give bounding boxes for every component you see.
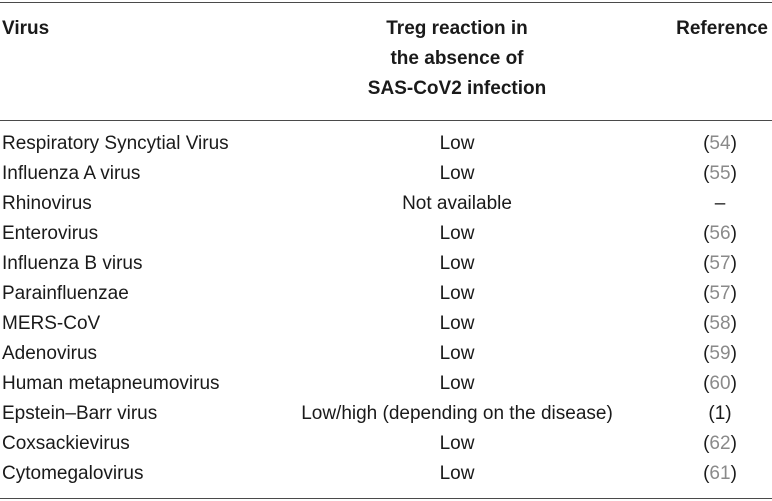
header-reference: Reference (676, 18, 768, 39)
table-row: MERS-CoV Low (58) (0, 309, 772, 339)
cell-reference: (62) (690, 429, 750, 459)
cell-virus: Epstein–Barr virus (2, 403, 158, 424)
table-row: Influenza B virus Low (57) (0, 249, 772, 279)
table-row: Influenza A virus Low (55) (0, 159, 772, 189)
ref-close: ) (730, 433, 737, 454)
header-treg-line-3: SAS-CoV2 infection (367, 78, 547, 99)
ref-open: ( (703, 223, 710, 244)
table-bottom-rule (0, 498, 772, 499)
cell-reference: – (690, 189, 750, 219)
table-header: Virus Treg reaction in the absence of SA… (0, 14, 772, 114)
cell-virus: Rhinovirus (2, 193, 92, 214)
reference-link[interactable]: 61 (709, 463, 731, 484)
ref-close: ) (730, 313, 737, 334)
ref-close: ) (730, 133, 737, 154)
table-row: Adenovirus Low (59) (0, 339, 772, 369)
ref-open: ( (703, 433, 710, 454)
cell-treg-reaction: Low (439, 133, 475, 154)
ref-open: ( (703, 253, 710, 274)
cell-reference: (58) (690, 309, 750, 339)
ref-close: ) (730, 463, 737, 484)
table-body: Respiratory Syncytial Virus Low (54) Inf… (0, 129, 772, 489)
cell-treg-reaction: Low (439, 373, 475, 394)
cell-reference: (56) (690, 219, 750, 249)
reference-link[interactable]: 57 (709, 283, 731, 304)
reference-link[interactable]: 58 (709, 313, 731, 334)
reference-text: 1 (714, 403, 726, 424)
cell-virus: Enterovirus (2, 223, 99, 244)
cell-treg-reaction: Not available (402, 193, 512, 214)
ref-open: ( (703, 283, 710, 304)
cell-treg-reaction: Low (439, 163, 475, 184)
cell-virus: Cytomegalovirus (2, 463, 144, 484)
cell-virus: Influenza B virus (2, 253, 143, 274)
table-row: Epstein–Barr virus Low/high (depending o… (0, 399, 772, 429)
table-row: Respiratory Syncytial Virus Low (54) (0, 129, 772, 159)
cell-reference: (60) (690, 369, 750, 399)
cell-virus: Adenovirus (2, 343, 98, 364)
cell-treg-reaction: Low (439, 283, 475, 304)
ref-open: ( (703, 463, 710, 484)
reference-link[interactable]: 57 (709, 253, 731, 274)
cell-reference: (55) (690, 159, 750, 189)
ref-open: ( (703, 163, 710, 184)
cell-reference: (1) (690, 399, 750, 429)
cell-treg-reaction: Low (439, 463, 475, 484)
ref-close: ) (730, 283, 737, 304)
cell-virus: Influenza A virus (2, 163, 141, 184)
cell-reference: (57) (690, 279, 750, 309)
reference-link[interactable]: 56 (709, 223, 731, 244)
ref-open: ( (703, 313, 710, 334)
cell-treg-reaction: Low (439, 253, 475, 274)
cell-virus: Human metapneumovirus (2, 373, 220, 394)
cell-treg-reaction: Low (439, 433, 475, 454)
cell-treg-reaction: Low (439, 223, 475, 244)
cell-reference: (61) (690, 459, 750, 489)
table-row: Cytomegalovirus Low (61) (0, 459, 772, 489)
table-row: Coxsackievirus Low (62) (0, 429, 772, 459)
cell-virus: Parainfluenzae (2, 283, 129, 304)
reference-link[interactable]: 62 (709, 433, 731, 454)
ref-open: ( (703, 343, 710, 364)
ref-close: ) (730, 163, 737, 184)
cell-reference: (59) (690, 339, 750, 369)
table-row: Enterovirus Low (56) (0, 219, 772, 249)
ref-close: ) (725, 403, 732, 424)
table-row: Rhinovirus Not available – (0, 189, 772, 219)
ref-open: ( (708, 403, 715, 424)
ref-open: ( (703, 133, 710, 154)
header-virus: Virus (2, 18, 50, 39)
table-top-rule (0, 2, 772, 3)
reference-link[interactable]: 60 (709, 373, 731, 394)
ref-open: ( (703, 373, 710, 394)
ref-close: ) (730, 373, 737, 394)
cell-treg-reaction: Low (439, 313, 475, 334)
ref-close: – (714, 193, 726, 214)
cell-reference: (57) (690, 249, 750, 279)
ref-close: ) (730, 253, 737, 274)
reference-link[interactable]: 54 (709, 133, 731, 154)
ref-close: ) (730, 223, 737, 244)
reference-link[interactable]: 59 (709, 343, 731, 364)
table-row: Parainfluenzae Low (57) (0, 279, 772, 309)
header-treg-line-1: Treg reaction in (386, 18, 528, 39)
cell-treg-reaction: Low/high (depending on the disease) (301, 403, 613, 424)
table-header-rule (0, 120, 772, 121)
header-treg-line-2: the absence of (390, 48, 524, 69)
ref-close: ) (730, 343, 737, 364)
cell-virus: Respiratory Syncytial Virus (2, 133, 229, 154)
cell-reference: (54) (690, 129, 750, 159)
cell-virus: Coxsackievirus (2, 433, 130, 454)
reference-link[interactable]: 55 (709, 163, 731, 184)
cell-treg-reaction: Low (439, 343, 475, 364)
table-row: Human metapneumovirus Low (60) (0, 369, 772, 399)
cell-virus: MERS-CoV (2, 313, 101, 334)
header-treg-reaction: Treg reaction in the absence of SAS-CoV2… (312, 14, 602, 104)
